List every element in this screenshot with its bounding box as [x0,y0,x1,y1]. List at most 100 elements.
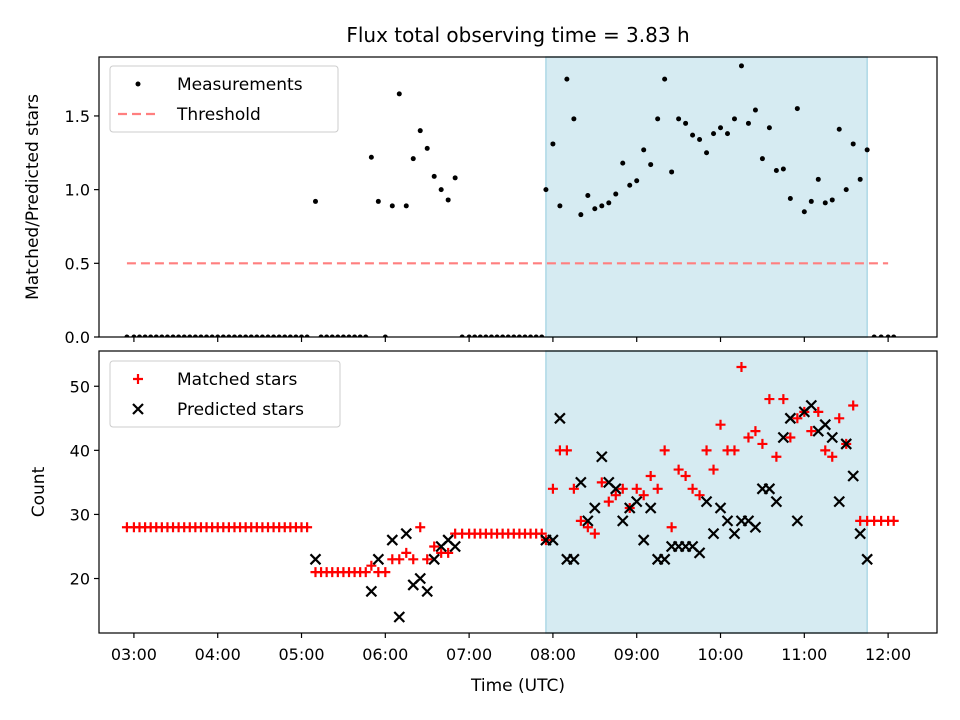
matched-stars-point [582,522,593,533]
measurement-point [181,334,187,337]
measurement-point [445,197,451,203]
predicted-stars-point [840,438,852,450]
predicted-stars-point [826,431,839,444]
top-panel: 0.0 0.5 1.0 1.5 Measurements Threshold [65,56,938,347]
measurement-point [857,176,863,182]
y-tick-label: 0.0 [65,328,90,347]
measurement-point [528,334,534,337]
matched-stars-point [813,406,824,417]
measurement-point [396,91,402,97]
measurement-point [424,145,430,151]
measurement-point [192,334,198,337]
measurement-point [557,203,563,209]
series-measurements [124,63,897,337]
measurement-point [304,334,310,337]
measurement-point [599,203,605,209]
measurement-point [271,334,277,337]
matched-stars-point [631,483,642,494]
measurement-point [585,193,591,199]
measurement-point [417,128,423,134]
measurement-point [606,200,612,206]
measurement-point [725,131,730,137]
matched-stars-point [366,560,377,571]
measurement-point [375,198,381,204]
matched-stars-point [547,483,558,494]
predicted-stars-point [854,527,866,540]
matched-stars-point [617,483,628,494]
measurement-point [815,176,821,182]
x-tick-label: 05:00 [278,645,324,664]
matched-stars-point [820,445,831,456]
measurement-point [176,334,182,337]
legend: Matched stars Predicted stars [109,360,341,428]
measurement-point [488,334,494,337]
legend-x-icon [132,403,144,415]
predicted-stars-point [575,476,587,489]
measurement-point [477,334,483,337]
matched-stars-point [888,515,899,526]
measurement-point [891,334,897,337]
measurement-point [539,334,545,337]
predicted-stars-point [819,418,832,431]
predicted-stars-point [805,399,818,412]
x-tick-label: 04:00 [195,645,241,664]
measurement-point [340,334,346,337]
measurement-point [148,334,154,337]
predicted-stars-point [596,450,608,463]
predicted-stars-point [847,470,859,482]
predicted-stars-point [568,553,580,566]
measurement-point [459,334,465,337]
bottom-y-axis-label: Count [29,466,49,517]
measurement-point [620,160,626,166]
measurement-point [676,116,682,122]
measurement-point [137,334,143,337]
measurement-point [282,334,288,337]
legend-label: Matched stars [177,370,297,390]
measurement-point [265,334,271,337]
predicted-stars-point [393,611,406,623]
matched-stars-point [729,445,740,456]
measurement-point [697,137,703,143]
y-tick-label: 20 [70,570,90,589]
matched-stars-point [743,432,754,443]
measurement-point [403,203,409,209]
predicted-stars-point [372,553,385,566]
measurement-point [357,334,363,337]
matched-stars-point [575,515,586,526]
matched-stars-point [715,419,726,430]
predicted-stars-point [700,495,713,508]
matched-stars-point [415,522,426,533]
matched-stars-point [429,541,440,552]
measurement-point [829,197,835,203]
y-tick-label: 40 [70,441,90,460]
measurement-point [738,63,744,69]
matched-stars-point [680,470,691,481]
predicted-stars-point [554,412,566,425]
measurement-point [142,334,148,337]
measurement-point [511,334,517,337]
predicted-stars-point [693,547,706,559]
predicted-stars-point [630,495,643,508]
predicted-stars-point [861,553,873,566]
x-tick-label: 12:00 [865,645,911,664]
matched-stars-point [673,464,684,475]
matched-stars-point [764,394,775,405]
measurement-point [759,156,765,162]
measurement-point [543,187,549,193]
matched-stars-point [360,567,371,578]
measurement-point [522,334,528,337]
x-tick-label: 09:00 [614,645,660,664]
measurement-point [766,125,772,131]
predicted-stars-point [589,502,601,514]
measurement-point [836,126,842,132]
y-tick-label: 30 [70,505,90,524]
measurement-point [669,169,675,175]
measurement-point [187,334,193,337]
measurement-point [483,334,489,337]
predicted-stars-point [386,534,399,546]
predicted-stars-point [721,515,734,527]
matched-stars-point [750,426,761,437]
measurement-point [204,334,210,337]
matched-stars-point [443,547,454,558]
